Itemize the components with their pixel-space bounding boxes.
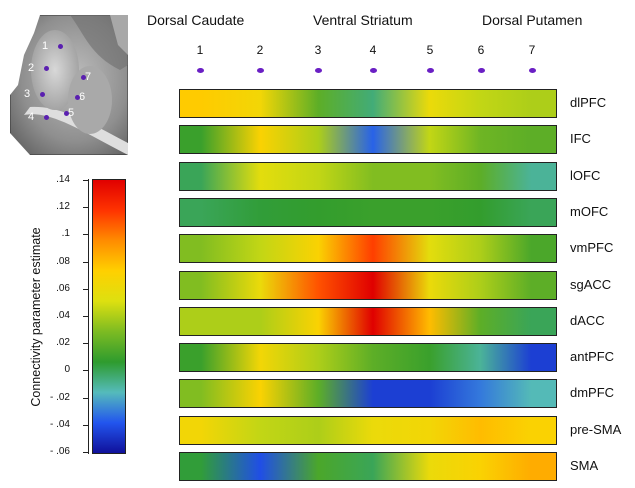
band-label: pre-SMA	[570, 421, 622, 437]
seed-dot	[528, 68, 536, 73]
inset-seed-label: 2	[28, 62, 35, 74]
band-dacc	[179, 306, 557, 336]
band-sgacc	[179, 270, 557, 300]
inset-seed-dot	[40, 92, 45, 97]
colorbar-tick-label: .04	[56, 310, 70, 321]
band-label: IFC	[570, 131, 591, 147]
colorbar-tick-label: .12	[56, 201, 70, 213]
band-label: dlPFC	[570, 95, 607, 110]
colorbar-tick-mark	[83, 397, 88, 399]
inset-seed-label: 6	[79, 91, 86, 103]
region-title-dorsal-caudate: Dorsal Caudate	[147, 12, 245, 28]
band-label: dmPFC	[570, 385, 615, 401]
colorbar-tick-mark	[83, 424, 88, 426]
band-label: antPFC	[570, 349, 615, 365]
band-label: SMA	[570, 458, 599, 473]
colorbar-axis	[88, 179, 89, 454]
colorbar	[92, 179, 126, 454]
inset-seed-dot	[75, 95, 80, 100]
colorbar-tick-label: .1	[61, 228, 70, 240]
band-antpfc	[179, 343, 557, 373]
band-pre-sma	[179, 415, 557, 445]
band-vmpfc	[179, 234, 557, 264]
colorbar-tick-mark	[83, 288, 88, 290]
region-title-dorsal-putamen: Dorsal Putamen	[482, 12, 583, 28]
band-lofc	[179, 161, 557, 191]
inset-seed-dot	[64, 111, 69, 116]
seed-number: 2	[256, 43, 264, 57]
region-title-ventral-striatum: Ventral Striatum	[313, 12, 413, 28]
seed-dot	[369, 68, 377, 73]
colorbar-tick-label: .06	[56, 282, 70, 294]
seed-dot	[426, 68, 434, 73]
colorbar-tick-label: - .06	[49, 446, 70, 457]
colorbar-tick-mark	[83, 452, 88, 453]
seed-dot	[256, 68, 264, 73]
band-label: dACC	[570, 312, 605, 328]
band-label: mOFC	[570, 203, 609, 219]
inset-seed-dot	[44, 66, 49, 71]
colorbar-tick-mark	[83, 180, 88, 181]
colorbar-tick-mark	[83, 343, 88, 345]
colorbar-tick-label: .02	[56, 337, 70, 349]
seed-number: 1	[196, 43, 204, 57]
colorbar-tick-mark	[83, 234, 88, 236]
inset-seed-dot	[58, 44, 63, 49]
seed-number: 6	[477, 43, 485, 57]
band-mofc	[179, 197, 557, 227]
inset-seed-dot	[81, 75, 86, 80]
inset-seed-label: 4	[28, 111, 35, 123]
band-ifc	[179, 125, 557, 155]
band-dlpfc	[179, 89, 557, 118]
band-label: lOFC	[570, 167, 601, 183]
band-dmpfc	[179, 379, 557, 409]
seed-dot	[314, 68, 322, 73]
seed-number: 3	[314, 43, 322, 57]
seed-number: 7	[528, 43, 536, 57]
inset-seed-label: 1	[42, 40, 49, 52]
seed-number: 4	[369, 43, 377, 57]
band-label: vmPFC	[570, 240, 614, 256]
colorbar-tick-label: - .04	[49, 418, 70, 430]
band-label: sgACC	[570, 276, 612, 292]
colorbar-tick-label: 0	[64, 364, 70, 376]
colorbar-tick-mark	[83, 261, 88, 263]
colorbar-tick-label: .14	[56, 174, 70, 185]
colorbar-label: Connectivity parameter estimate	[29, 227, 43, 407]
seed-dot	[477, 68, 485, 73]
band-sma	[179, 452, 557, 481]
colorbar-tick-mark	[83, 207, 88, 209]
colorbar-tick-label: .08	[56, 255, 70, 267]
inset-seed-label: 3	[24, 88, 31, 100]
colorbar-tick-label: - .02	[49, 391, 70, 403]
colorbar-tick-mark	[83, 316, 88, 317]
inset-seed-label: 5	[68, 107, 75, 119]
colorbar-tick-mark	[83, 370, 88, 372]
brain-slice-inset	[10, 15, 128, 155]
inset-seed-label: 7	[85, 71, 92, 83]
seed-dot	[196, 68, 204, 73]
seed-number: 5	[426, 43, 434, 57]
inset-seed-dot	[44, 115, 49, 120]
